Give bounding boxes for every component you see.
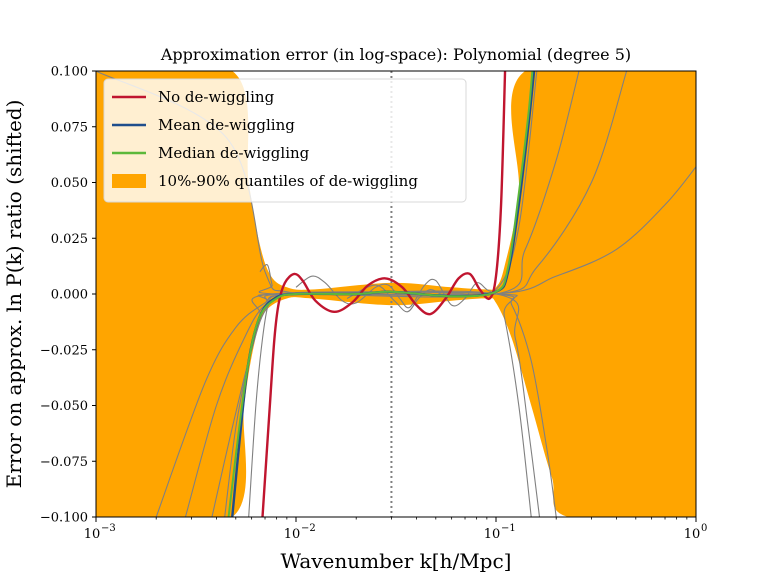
y-tick-label: 0.050 [51,176,88,191]
x-tick-exponent: −1 [501,523,516,534]
legend-label-mean-dewiggling: Mean de-wiggling [158,116,295,134]
chart-title: Approximation error (in log-space): Poly… [160,45,631,64]
sample-curve [211,166,696,517]
legend-swatch-quantiles [112,174,146,188]
y-axis-label: Error on approx. ln P(k) ratio (shifted) [2,100,26,489]
legend: No de-wiggling Mean de-wiggling Median d… [103,78,467,203]
y-tick-label: −0.075 [40,455,88,470]
y-tick-label: −0.100 [40,511,88,526]
axis-ticks: 0.100 0.075 0.050 0.025 0.000 −0.025 −0.050 −0.… [40,65,707,543]
sample-curve [248,291,532,517]
x-tick-exponent: 0 [701,523,707,534]
x-axis-label: Wavenumber k[h/Mpc] [281,549,512,573]
y-tick-label: 0.100 [51,65,88,80]
x-tick-label: 10 [84,527,101,542]
legend-frame [103,78,467,203]
x-tick-label: 10 [484,527,501,542]
sample-curve [258,264,541,517]
sample-curve [295,275,497,309]
sample-curves [96,71,696,517]
y-tick-label: 0.075 [51,120,88,135]
x-tick-label: 10 [684,527,701,542]
x-tick-exponent: −3 [101,523,116,534]
series-lines [227,71,536,517]
median-dewiggling-line [227,71,534,517]
legend-label-quantiles: 10%-90% quantiles of de-wiggling [158,172,418,190]
no-dewiggling-line [261,71,507,517]
y-tick-label: −0.025 [40,343,88,358]
legend-label-no-dewiggling: No de-wiggling [158,88,275,106]
legend-label-median-dewiggling: Median de-wiggling [158,144,310,162]
y-tick-label: 0.025 [51,232,88,247]
y-tick-label: 0.000 [51,288,88,303]
sample-curve [346,284,445,313]
y-tick-label: −0.050 [40,399,88,414]
x-tick-exponent: −2 [301,523,316,534]
x-tick-label: 10 [284,527,301,542]
